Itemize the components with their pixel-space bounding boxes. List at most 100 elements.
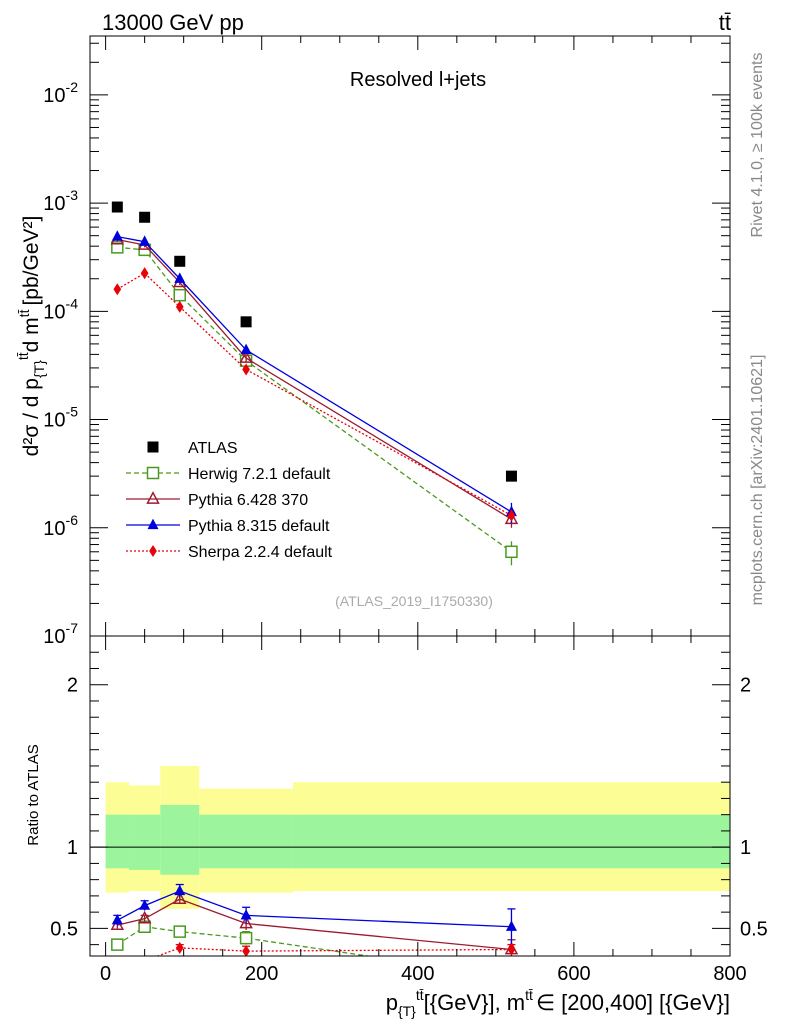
- data-point: [174, 272, 186, 283]
- ratio-point: [240, 909, 252, 920]
- legend-marker: [146, 466, 160, 480]
- data-point: [239, 350, 253, 363]
- data-point: [504, 511, 519, 525]
- data-point: [175, 300, 184, 313]
- ratio-point: [239, 915, 253, 929]
- ratio-y-tick-label-right: 2: [740, 675, 751, 697]
- data-point: [173, 288, 187, 302]
- ratio-point: [137, 910, 152, 924]
- tick-mantissa: 10: [43, 518, 65, 540]
- tick-exponent: -4: [66, 295, 79, 311]
- xlabel-rest: [{GeV}], m: [424, 990, 526, 1015]
- data-point: [174, 255, 186, 267]
- tick-exponent: -7: [66, 620, 79, 636]
- ratio-y-tick-label-right: 0.5: [740, 918, 768, 940]
- process-label: tt̄: [719, 10, 731, 35]
- ratio-point: [174, 884, 186, 896]
- tick-exponent: -3: [66, 187, 79, 203]
- uncertainty-band-green: [199, 814, 293, 869]
- series-pythia-8-315-default: [111, 230, 517, 524]
- legend-marker: [147, 518, 159, 530]
- tick-mantissa: 10: [43, 626, 65, 648]
- tick-mantissa: 10: [43, 193, 65, 215]
- main-frame: [89, 35, 731, 637]
- ratio-point: [113, 976, 121, 988]
- ratio-y-tick-label: 0.5: [50, 918, 78, 940]
- series-pythia-6-428-370: [110, 231, 519, 528]
- ratio-line: [155, 947, 512, 956]
- xlabel-sub: {T}: [398, 1003, 416, 1019]
- uncertainty-band-green: [292, 814, 730, 869]
- ratio-series-herwig-7-2-1-default: [111, 920, 517, 983]
- main-y-axis-label: d²σ / d p{T}tt̄d mtt̄[pb/GeV²]: [15, 216, 47, 457]
- ratio-frame: [89, 635, 731, 957]
- ratio-y-tick-label: 1: [67, 837, 78, 859]
- rivet-version-label: Rivet 4.1.0, ≥ 100k events: [749, 53, 766, 238]
- main-y-tick-label: 10-3: [43, 187, 78, 215]
- ratio-point: [111, 913, 123, 925]
- ratio-point: [242, 945, 250, 956]
- xlabel-p: p: [386, 990, 398, 1015]
- data-point: [507, 509, 516, 522]
- ratio-point: [507, 943, 516, 956]
- data-point: [240, 343, 252, 355]
- uncertainty-band-green: [129, 814, 161, 870]
- ratio-point: [173, 891, 187, 905]
- ratio-y-tick-label-right: 1: [740, 837, 751, 859]
- x-tick-label: 800: [713, 963, 746, 985]
- xlabel-msup: tt̄: [525, 987, 533, 1003]
- legend-item: Pythia 6.428 370: [126, 491, 308, 509]
- ratio-y-tick-label: 2: [67, 675, 78, 697]
- ratio-point: [239, 931, 253, 945]
- main-y-tick-label: 10-7: [43, 620, 78, 648]
- series-herwig-7-2-1-default: [111, 241, 518, 566]
- ratio-series-pythia-8-315-default: [111, 883, 517, 945]
- main-y-tick-label: 10-2: [43, 79, 78, 107]
- ylabel-sub: {T}: [31, 360, 47, 378]
- xlabel-sup: tt̄: [416, 987, 424, 1003]
- legend-marker: [149, 544, 157, 558]
- x-tick-label: 0: [100, 963, 111, 985]
- data-point: [139, 211, 151, 223]
- ylabel-unit: [pb/GeV²]: [20, 216, 43, 306]
- tick-mantissa: 10: [43, 410, 65, 432]
- series-sherpa-2-2-4-default: [113, 267, 516, 522]
- uncertainty-band-green: [160, 804, 200, 875]
- ratio-point: [175, 941, 184, 954]
- main-y-tick-label: 10-5: [43, 404, 78, 432]
- x-axis-label: p{T}tt̄[{GeV}], mtt̄ ∈ [200,400] [{GeV}]: [386, 987, 730, 1019]
- x-tick-label: 400: [401, 963, 434, 985]
- ylabel-dm: d m: [20, 317, 43, 352]
- tick-mantissa: 10: [43, 85, 65, 107]
- data-point: [111, 241, 124, 254]
- legend-label: Pythia 8.315 default: [188, 518, 330, 535]
- data-point: [140, 267, 149, 280]
- analysis-watermark: (ATLAS_2019_I1750330): [335, 593, 493, 609]
- data-point: [505, 545, 518, 559]
- data-point: [139, 235, 151, 246]
- data-point: [111, 201, 123, 213]
- data-point: [240, 316, 252, 328]
- data-point: [242, 363, 250, 376]
- main-panel: 10-210-310-410-510-610-7 Resolved l+jets…: [15, 35, 731, 648]
- legend-label: Herwig 7.2.1 default: [188, 466, 331, 483]
- data-point: [113, 283, 122, 296]
- tick-exponent: -2: [66, 79, 79, 95]
- energy-label: 13000 GeV pp: [102, 10, 244, 35]
- ratio-point: [506, 972, 517, 983]
- ylabel-sup: tt̄: [15, 352, 31, 360]
- uncertainty-band-green: [105, 814, 130, 869]
- series-atlas: [111, 201, 517, 482]
- ratio-y-axis-label: Ratio to ATLAS: [25, 744, 42, 845]
- ylabel-dm-sup: tt̄: [16, 309, 32, 317]
- x-tick-label: 200: [245, 963, 278, 985]
- mcplots-label: mcplots.cern.ch [arXiv:2401.10621]: [749, 355, 766, 606]
- xlabel-range: ∈ [200,400] [{GeV}]: [536, 990, 730, 1015]
- ylabel-d2sigma: d²σ / d p: [20, 378, 43, 456]
- legend-label: ATLAS: [188, 440, 238, 457]
- legend-item: Herwig 7.2.1 default: [126, 466, 331, 483]
- main-title: Resolved l+jets: [350, 69, 486, 91]
- tick-exponent: -6: [66, 512, 79, 528]
- x-tick-label: 600: [557, 963, 590, 985]
